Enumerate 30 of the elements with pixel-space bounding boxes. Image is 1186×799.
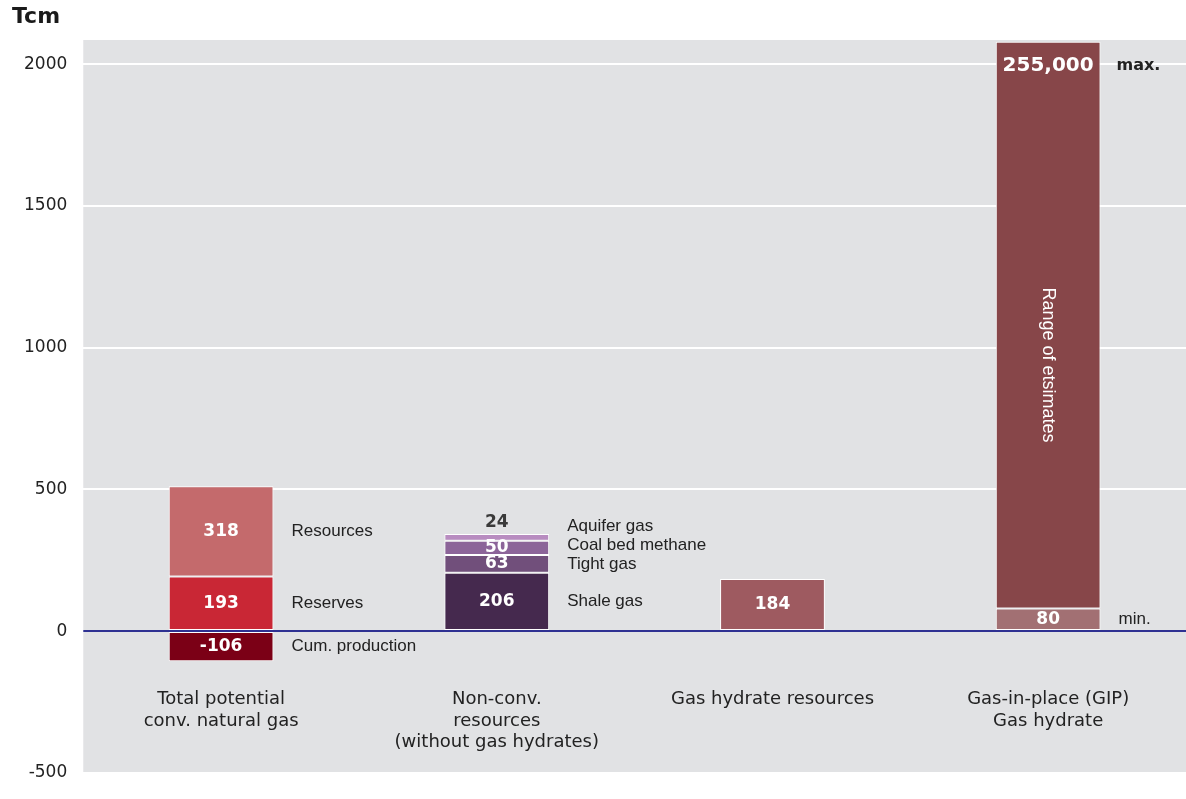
series-label: Reserves bbox=[291, 592, 364, 612]
data-label: 50 bbox=[484, 536, 509, 557]
series-label: Resources bbox=[291, 521, 373, 541]
y-tick-label: -500 bbox=[28, 761, 68, 782]
y-tick-label: 1500 bbox=[24, 194, 68, 215]
y-axis-title: Tcm bbox=[12, 2, 61, 28]
data-label: 206 bbox=[479, 589, 515, 610]
y-tick-label: 1000 bbox=[24, 336, 68, 357]
series-label: Shale gas bbox=[567, 591, 643, 611]
y-tick-label: 0 bbox=[56, 619, 68, 640]
series-label: Range of etsimates bbox=[1039, 287, 1060, 443]
series-label: Coal bed methane bbox=[567, 534, 707, 554]
annotation: 255,000 bbox=[1002, 51, 1094, 76]
x-tick-label: Gas hydrate resources bbox=[670, 687, 875, 709]
series-label: Cum. production bbox=[291, 636, 417, 656]
data-label: 24 bbox=[484, 511, 509, 532]
x-tick-label: Gas-in-place (GIP) Gas hydrate bbox=[967, 687, 1130, 730]
data-label: 318 bbox=[203, 519, 239, 540]
data-label: 80 bbox=[1036, 607, 1061, 628]
annotation: max. bbox=[1116, 54, 1161, 74]
data-label: -106 bbox=[199, 635, 243, 656]
data-label: 193 bbox=[203, 591, 239, 612]
y-tick-label: 500 bbox=[34, 477, 68, 498]
series-label: Aquifer gas bbox=[567, 515, 654, 535]
series-label: Tight gas bbox=[567, 553, 637, 573]
data-label: 184 bbox=[754, 592, 791, 613]
x-tick-label: Non-conv. resources (without gas hydrates) bbox=[394, 687, 599, 752]
x-tick-label: Total potential conv. natural gas bbox=[143, 687, 299, 730]
y-tick-label: 2000 bbox=[24, 52, 68, 73]
series-label: min. bbox=[1118, 608, 1151, 628]
